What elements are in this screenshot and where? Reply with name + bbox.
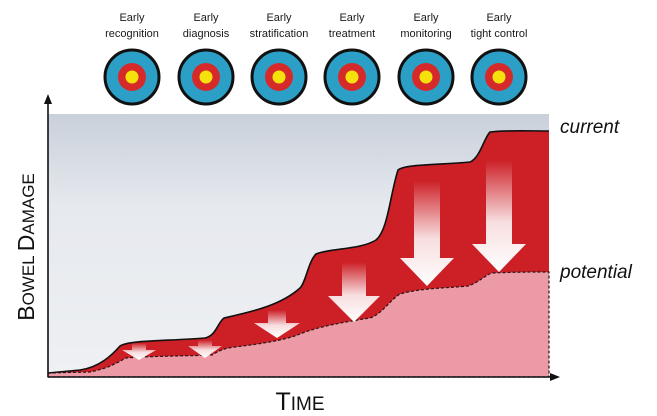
stage-5: Early monitoring [397, 12, 455, 106]
potential-damage-area [47, 271, 550, 378]
down-arrow-1 [122, 343, 156, 360]
stage-3-line1: Early [266, 12, 292, 24]
target-icon [397, 48, 455, 106]
stage-1-line2: recognition [105, 28, 159, 40]
stage-1: Early recognition [103, 12, 161, 106]
stage-1-line1: Early [119, 12, 145, 24]
x-axis-title-rest: IME [291, 394, 325, 415]
down-arrow-6 [472, 160, 526, 272]
y-axis-title-rest-1: OWEL [19, 251, 38, 305]
stage-6-line2: tight control [471, 28, 528, 40]
y-axis-title: BOWEL DAMAGE [13, 173, 39, 321]
down-arrow-2 [188, 340, 222, 358]
target-icon [250, 48, 308, 106]
y-axis-title-initial-2: D [13, 235, 39, 252]
stage-6: Early tight control [470, 12, 528, 106]
target-icon [177, 48, 235, 106]
reduction-arrows [122, 160, 526, 360]
down-arrow-3 [254, 310, 300, 338]
down-arrow-4 [328, 262, 380, 322]
axes [44, 94, 560, 381]
y-axis-arrowhead [44, 94, 52, 104]
current-label: current [560, 117, 620, 138]
down-arrow-5 [400, 180, 454, 286]
target-icon [103, 48, 161, 106]
target-icon [470, 48, 528, 106]
stage-3: Early stratification [250, 12, 309, 106]
y-axis-title-initial-1: B [13, 305, 39, 320]
potential-label: potential [559, 262, 633, 283]
stage-3-line2: stratification [250, 28, 309, 40]
stage-4-line1: Early [339, 12, 365, 24]
x-axis-title-initial: T [275, 388, 290, 416]
stage-5-line1: Early [413, 12, 439, 24]
y-axis-title-rest-2: AMAGE [19, 173, 38, 234]
stage-2-line2: diagnosis [183, 28, 230, 40]
stage-6-line1: Early [486, 12, 512, 24]
stage-2-line1: Early [193, 12, 219, 24]
x-axis-arrowhead [550, 373, 560, 381]
x-axis-title: TIME [275, 388, 324, 416]
stage-5-line2: monitoring [400, 28, 451, 40]
target-icon [323, 48, 381, 106]
stage-4: Early treatment [323, 12, 381, 106]
stage-2: Early diagnosis [177, 12, 235, 106]
current-outline [47, 129, 550, 374]
stage-4-line2: treatment [329, 28, 375, 40]
